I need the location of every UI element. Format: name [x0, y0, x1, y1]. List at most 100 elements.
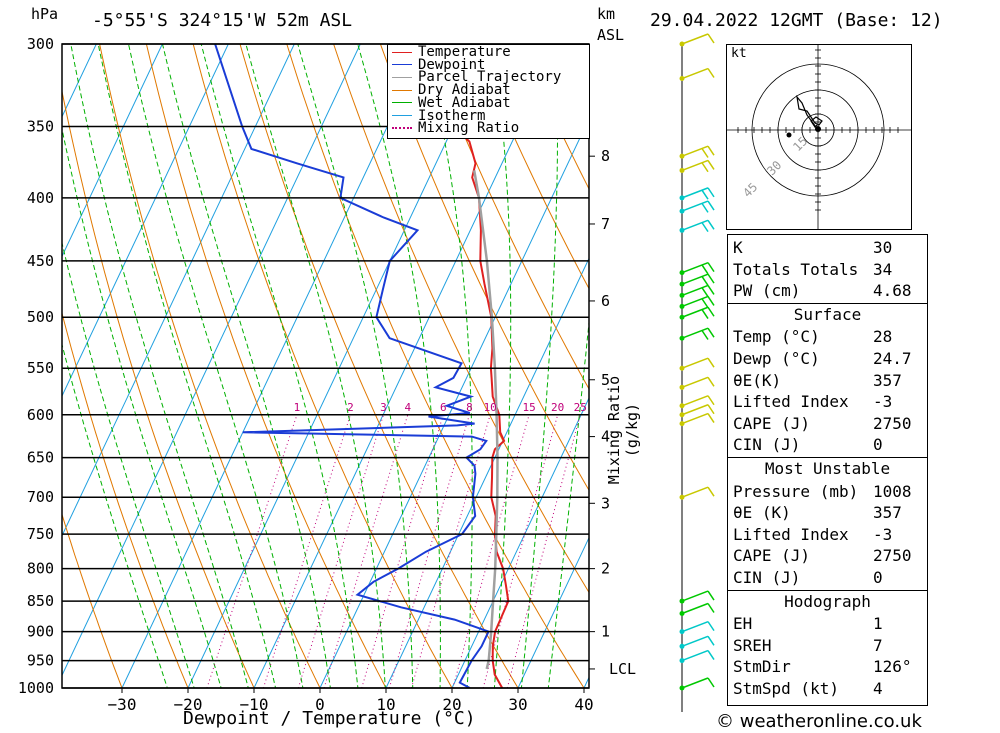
- mixing-ratio-line: [297, 414, 384, 688]
- wind-barb-flag: [707, 284, 715, 295]
- wind-barb-flag: [707, 650, 715, 660]
- dry-adiabat-line: [976, 26, 1000, 714]
- wind-barb-flag: [707, 677, 715, 688]
- legend-swatch: [392, 89, 412, 91]
- index-row: K 30: [728, 237, 927, 259]
- wet-adiabat-line: [62, 240, 195, 688]
- pressure-tick-label: 600: [27, 406, 54, 424]
- wet-adiabat-line: [200, 44, 359, 688]
- index-value: -3: [873, 524, 893, 544]
- index-row: EH 1: [728, 613, 927, 635]
- location-title: -5°55'S 324°15'W 52m ASL: [92, 10, 353, 31]
- x-tick-label: −10: [240, 695, 269, 714]
- lcl-label: LCL: [609, 660, 636, 678]
- wind-barb-flag: [707, 603, 715, 613]
- wind-barb-flag: [707, 296, 715, 306]
- index-label: Temp (°C): [733, 327, 820, 347]
- isotherm-line: [121, 44, 427, 688]
- wind-barb-staff: [681, 219, 709, 232]
- mixing-ratio-axis-label: Mixing Ratio (g/kg): [605, 375, 641, 485]
- wind-barb-staff: [681, 486, 709, 498]
- index-row: CIN (J) 0: [728, 434, 927, 456]
- mixing-ratio-line: [262, 414, 351, 688]
- wind-barb-staff: [681, 145, 709, 157]
- section-divider: [728, 302, 927, 304]
- index-label: Lifted Index: [733, 524, 849, 544]
- mixing-ratio-line: [361, 414, 444, 688]
- legend-swatch: [392, 115, 412, 116]
- wet-adiabat-line: [62, 342, 168, 688]
- index-row: Totals Totals 34: [728, 259, 927, 281]
- isotherm-line: [253, 44, 559, 688]
- index-label: Totals Totals: [733, 259, 859, 279]
- wet-adiabat-line: [520, 44, 558, 688]
- dry-adiabat-line: [379, 44, 589, 492]
- wind-barb-staff: [681, 187, 709, 199]
- wet-adiabat-line: [70, 44, 249, 688]
- wet-adiabat-line: [161, 44, 331, 688]
- dry-adiabat-line: [426, 44, 589, 390]
- wind-barb-flag: [701, 222, 709, 233]
- km-tick-label: 4: [601, 428, 610, 446]
- wind-barb-staff: [681, 590, 709, 602]
- legend-item: Dry Adiabat: [392, 83, 511, 97]
- parcel-trajectory-line: [472, 170, 499, 670]
- mixing-ratio-label: 4: [404, 401, 411, 414]
- legend-item: Isotherm: [392, 109, 485, 123]
- index-label: K: [733, 238, 743, 257]
- km-tick-label: 2: [601, 560, 610, 578]
- mixing-ratio-line: [506, 414, 581, 688]
- index-label: CIN (J): [733, 435, 801, 455]
- legend-item: Dewpoint: [392, 58, 485, 72]
- wind-barb-staff: [681, 284, 709, 297]
- index-label: CAPE (J): [733, 413, 811, 433]
- dewpoint-line: [214, 44, 490, 688]
- isotherm-line: [62, 44, 229, 398]
- wind-barb-flag: [707, 33, 715, 44]
- index-label: θE (K): [733, 503, 791, 523]
- mixing-ratio-label: 6: [440, 401, 447, 414]
- pressure-tick-label: 800: [27, 560, 54, 578]
- wind-barb-flag: [707, 145, 715, 156]
- wet-adiabat-line: [423, 44, 473, 688]
- legend-label: Mixing Ratio: [418, 120, 520, 137]
- isotherm-line: [385, 257, 589, 688]
- index-row: θE(K) 357: [728, 370, 927, 392]
- wind-barb-flag: [707, 327, 715, 338]
- wind-barb-flag: [707, 219, 715, 230]
- section-title: Most Unstable: [764, 459, 891, 478]
- index-value: 34: [873, 259, 893, 279]
- index-value: 4.68: [873, 281, 912, 301]
- hodograph-unit-label: kt: [731, 46, 747, 61]
- x-tick-label: 30: [508, 695, 527, 714]
- wind-barb-flag: [707, 635, 715, 646]
- index-label: Pressure (mb): [733, 481, 859, 501]
- section-divider: [728, 457, 927, 458]
- copyright: © weatheronline.co.uk: [716, 711, 922, 732]
- index-row: θE (K) 357: [728, 502, 927, 524]
- index-row: Lifted Index -3: [728, 391, 927, 413]
- index-value: 2750: [873, 546, 912, 566]
- wind-barb-staff: [681, 677, 709, 689]
- index-value: 0: [873, 568, 883, 587]
- wind-barb-flag: [701, 264, 709, 275]
- pressure-tick-label: 400: [27, 189, 54, 207]
- wind-barb-flag: [701, 202, 709, 213]
- legend-label: Wet Adiabat: [418, 94, 511, 111]
- wind-barb-flag: [707, 621, 715, 632]
- dry-adiabat-line: [192, 44, 453, 688]
- pressure-tick-label: 350: [27, 117, 54, 135]
- legend-item: Wet Adiabat: [392, 94, 511, 111]
- hpa-unit: hPa: [31, 5, 59, 23]
- index-label: Lifted Index: [733, 392, 849, 412]
- wind-barb-staff: [681, 273, 709, 285]
- index-label: CIN (J): [733, 568, 801, 587]
- index-row: SREH 7: [728, 635, 927, 657]
- hodograph-panel: 15 30 45 kt: [726, 44, 912, 230]
- km-tick-label: 8: [601, 147, 610, 165]
- index-row: Lifted Index -3: [728, 524, 927, 546]
- index-row: StmSpd (kt) 4: [728, 678, 927, 700]
- pressure-tick-label: 950: [27, 652, 54, 670]
- legend-label: Parcel Trajectory: [418, 69, 562, 86]
